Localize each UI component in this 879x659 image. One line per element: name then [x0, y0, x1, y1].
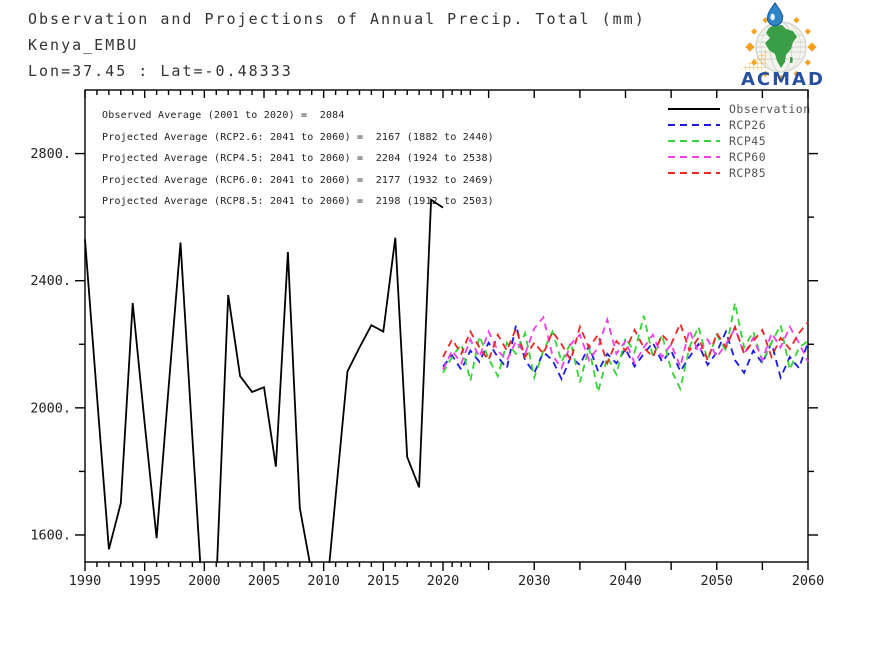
x-tick-label: 2060 — [792, 573, 825, 589]
acmad-logo: ACMAD — [733, 1, 843, 94]
madagascar-icon — [790, 57, 793, 63]
legend-item-rcp26: RCP26 — [668, 117, 811, 133]
legend-label: RCP26 — [729, 118, 767, 132]
rcp85-line-swatch — [668, 172, 720, 174]
x-tick-label: 2020 — [427, 573, 460, 589]
legend-label: RCP85 — [729, 166, 767, 180]
mesh-icon — [739, 50, 766, 71]
x-tick-label: 2050 — [700, 573, 733, 589]
x-tick-label: 1990 — [69, 573, 102, 589]
acmad-logo-graphic: ACMAD — [739, 1, 825, 90]
x-tick-label: 2015 — [367, 573, 400, 589]
axes: 1990 1995 2000 2005 2010 2015 2020 2030 2040 2050… — [69, 89, 825, 589]
series-observation — [84, 198, 444, 563]
y-tick-label: 1600. — [30, 527, 71, 543]
station-name: Kenya_EMBU — [28, 36, 139, 54]
rcp60-line-swatch — [668, 156, 720, 158]
rcp45-line-swatch — [668, 140, 720, 142]
annotation-observed-average: Observed Average (2001 to 2020) = 2084 — [102, 110, 345, 121]
rcp26-line-swatch — [668, 124, 720, 126]
series-rcp85 — [442, 321, 809, 366]
legend-item-observation: Observation — [668, 101, 811, 117]
legend-label: Observation — [729, 102, 811, 116]
droplet-icon — [766, 1, 784, 27]
legend-item-rcp45: RCP45 — [668, 133, 811, 149]
series-rcp60 — [442, 315, 809, 371]
title-block: Observation and Projections of Annual Pr… — [28, 6, 646, 84]
acmad-text: ACMAD — [741, 69, 825, 90]
x-tick-label: 1995 — [128, 573, 161, 589]
x-tick-label: 2010 — [307, 573, 340, 589]
legend-label: RCP45 — [729, 134, 767, 148]
stats-annotations: Observed Average (2001 to 2020) = 2084 P… — [102, 105, 494, 213]
series-rcp45 — [442, 302, 809, 393]
annotation-rcp85-average: Projected Average (RCP8.5: 2041 to 2060)… — [102, 196, 494, 207]
annotation-rcp45-average: Projected Average (RCP4.5: 2041 to 2060)… — [102, 153, 494, 164]
y-tick-label: 2400. — [30, 273, 71, 289]
x-tick-label: 2040 — [609, 573, 642, 589]
series-rcp26 — [442, 324, 809, 382]
y-tick-label: 2800. — [30, 146, 71, 162]
legend-item-rcp60: RCP60 — [668, 149, 811, 165]
x-tick-label: 2030 — [518, 573, 551, 589]
observation-line-swatch — [668, 108, 720, 110]
annotation-rcp60-average: Projected Average (RCP6.0: 2041 to 2060)… — [102, 174, 494, 186]
africa-icon — [765, 25, 797, 68]
annotation-rcp26-average: Projected Average (RCP2.6: 2041 to 2060)… — [102, 131, 494, 143]
legend-item-rcp85: RCP85 — [668, 165, 811, 181]
series-lines — [84, 198, 809, 563]
x-tick-label: 2005 — [248, 573, 281, 589]
coordinates: Lon=37.45 : Lat=-0.48333 — [28, 62, 293, 80]
page-title: Observation and Projections of Annual Pr… — [28, 10, 646, 28]
y-tick-label: 2000. — [30, 400, 71, 416]
legend-label: RCP60 — [729, 150, 767, 164]
legend: Observation RCP26 RCP45 RCP60 RCP85 — [668, 101, 811, 181]
x-tick-label: 2000 — [188, 573, 221, 589]
